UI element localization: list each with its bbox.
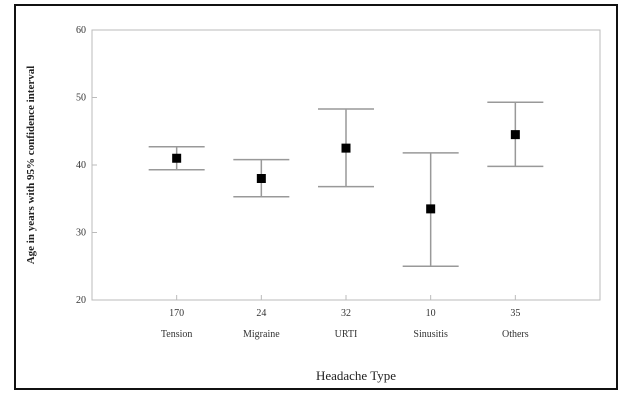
- y-axis-title: Age in years with 95% confidence interva…: [25, 66, 37, 265]
- x-category-label: Migraine: [243, 329, 280, 340]
- x-category-label: Sinusitis: [413, 329, 448, 340]
- plot-area: 20 30 40 50 60 170 Tension 24 Migraine 32 URTI 10 Si…: [76, 25, 601, 340]
- x-axis-title: Headache Type: [316, 368, 396, 383]
- mean-marker: [426, 204, 436, 214]
- x-category-label: Others: [502, 329, 529, 340]
- mean-marker: [256, 174, 266, 183]
- x-category-label: URTI: [335, 329, 358, 340]
- x-count-label: 24: [256, 308, 266, 319]
- mean-marker: [172, 153, 182, 163]
- y-tick-label: 40: [76, 160, 86, 171]
- x-count-label: 35: [510, 308, 520, 319]
- x-count-label: 32: [341, 308, 351, 319]
- x-count-label: 10: [426, 308, 436, 319]
- y-tick-label: 20: [76, 295, 86, 306]
- mean-marker: [341, 143, 351, 153]
- errorbar-chart: 20 30 40 50 60 170 Tension 24 Migraine 32 URTI 10 Si…: [25, 25, 601, 383]
- y-tick-label: 50: [76, 93, 86, 104]
- chart-frame: 20 30 40 50 60 170 Tension 24 Migraine 32 URTI 10 Si…: [14, 4, 618, 390]
- x-count-label: 170: [169, 308, 184, 319]
- mean-marker: [510, 130, 520, 140]
- y-tick-label: 30: [76, 228, 86, 239]
- x-category-label: Tension: [161, 329, 193, 340]
- y-tick-label: 60: [76, 25, 86, 36]
